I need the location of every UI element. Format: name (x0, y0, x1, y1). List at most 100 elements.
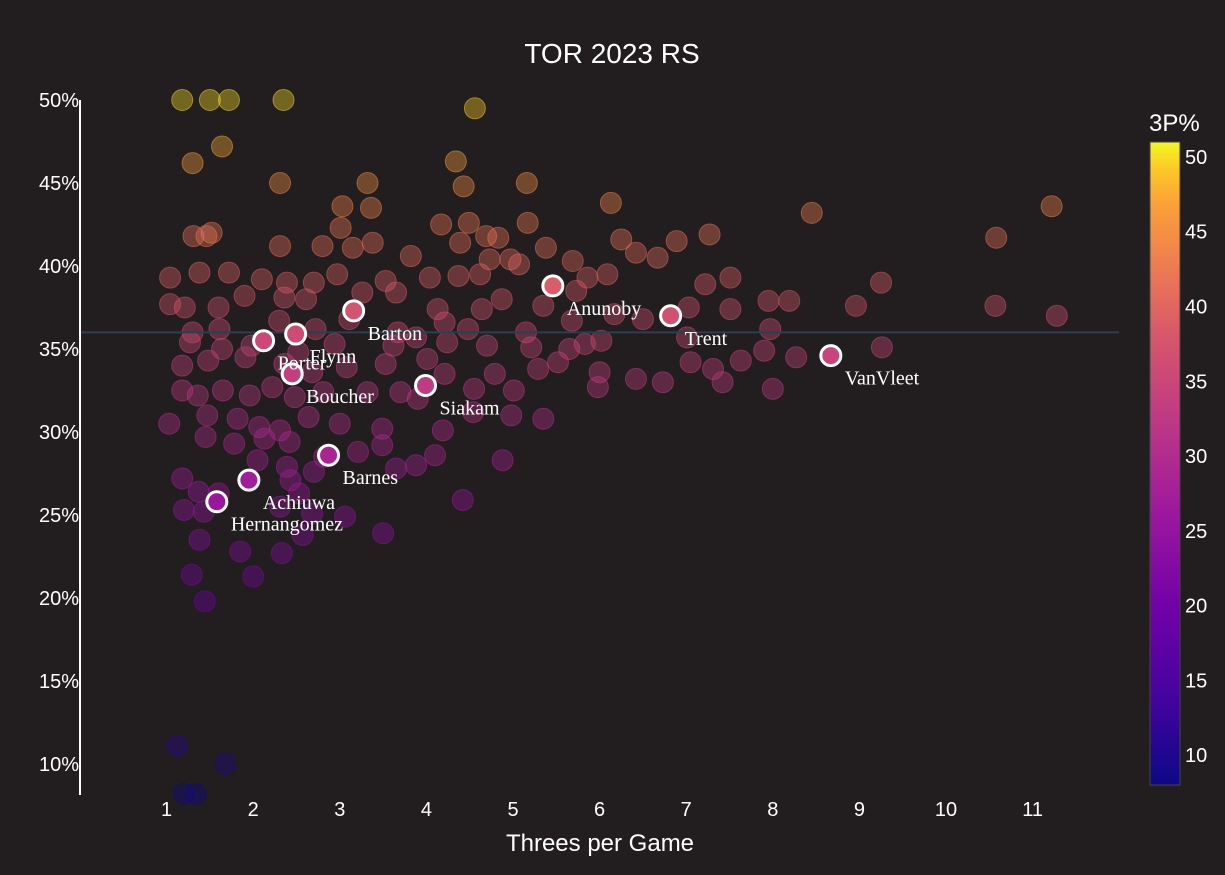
data-point (729, 349, 752, 372)
data-point (372, 522, 395, 545)
data-point (462, 401, 485, 424)
data-point (449, 231, 472, 254)
data-point (181, 152, 204, 175)
data-point (270, 542, 293, 565)
player-point (252, 329, 276, 353)
data-point (491, 449, 514, 472)
colorbar-tick-label: 40 (1185, 296, 1207, 318)
data-point (269, 235, 292, 258)
data-point (424, 444, 447, 467)
data-point (436, 331, 459, 354)
data-point (326, 263, 349, 286)
data-point (356, 381, 379, 404)
data-point (785, 346, 808, 369)
data-point (433, 311, 456, 334)
data-point (195, 225, 218, 248)
data-point (431, 419, 454, 442)
data-point (275, 455, 298, 478)
data-point (158, 412, 181, 435)
data-point (171, 354, 194, 377)
data-point (520, 336, 543, 359)
data-point (312, 381, 335, 404)
data-point (196, 404, 219, 427)
data-point (269, 172, 292, 194)
data-point (171, 89, 194, 111)
data-point (331, 195, 354, 218)
player-label: VanVleet (845, 368, 920, 390)
player-label: Flynn (310, 346, 357, 368)
data-point (178, 331, 201, 354)
data-point (226, 407, 249, 430)
y-tick-label: 25% (39, 505, 79, 527)
player-label: Barton (368, 323, 422, 345)
colorbar (1149, 141, 1181, 786)
data-point (335, 356, 358, 379)
data-point (278, 430, 301, 453)
data-point (870, 336, 893, 359)
data-point (451, 489, 474, 512)
data-point (561, 250, 584, 273)
data-point (470, 298, 493, 321)
data-point (207, 296, 230, 319)
y-tick-label: 30% (39, 422, 79, 444)
x-tick-label: 3 (334, 799, 345, 821)
data-point (297, 406, 320, 429)
data-point (719, 298, 742, 321)
x-tick-label: 6 (594, 799, 605, 821)
data-point (870, 271, 893, 294)
data-point (197, 349, 220, 372)
colorbar-tick-label: 50 (1185, 147, 1207, 169)
data-point (234, 346, 257, 369)
player-point (284, 322, 308, 346)
chart-title: TOR 2023 RS (524, 38, 699, 69)
data-point (719, 266, 742, 289)
data-point (198, 89, 221, 111)
data-point (534, 236, 557, 259)
data-point (759, 318, 782, 341)
data-point (469, 263, 492, 286)
data-point (193, 590, 216, 613)
data-point (341, 236, 364, 259)
data-point (272, 89, 295, 111)
data-point (456, 318, 479, 341)
data-point (590, 329, 613, 352)
data-point (302, 271, 325, 294)
data-point (800, 201, 823, 224)
data-point (508, 253, 531, 276)
data-point (405, 454, 428, 477)
data-point (351, 281, 374, 304)
player-point (237, 468, 261, 492)
data-point (185, 782, 208, 805)
data-point (447, 264, 470, 287)
data-point (295, 288, 318, 311)
data-point (194, 425, 217, 448)
data-point (214, 753, 237, 775)
data-point (288, 482, 311, 505)
colorbar-tick-label: 25 (1185, 521, 1207, 543)
data-point (273, 286, 296, 309)
data-point (753, 339, 776, 362)
colorbar-title: 3P% (1149, 110, 1200, 137)
player-point (819, 344, 843, 368)
data-point (487, 226, 510, 249)
data-point (279, 469, 302, 492)
data-point (211, 135, 234, 158)
data-point (698, 223, 721, 246)
data-point (483, 362, 506, 385)
data-point (452, 175, 475, 198)
player-point (414, 374, 438, 398)
data-point (371, 417, 394, 440)
data-point (1040, 195, 1063, 218)
y-tick-label: 35% (39, 339, 79, 361)
data-point (475, 225, 498, 248)
y-tick-label: 45% (39, 173, 79, 195)
colorbar-tick-label: 15 (1185, 670, 1207, 692)
data-point (624, 241, 647, 264)
y-tick-label: 40% (39, 256, 79, 278)
x-axis-title: Threes per Game (506, 830, 694, 857)
data-point (516, 211, 539, 234)
data-point (374, 352, 397, 375)
data-point (515, 172, 538, 194)
data-point (208, 318, 231, 341)
data-point (328, 412, 351, 435)
